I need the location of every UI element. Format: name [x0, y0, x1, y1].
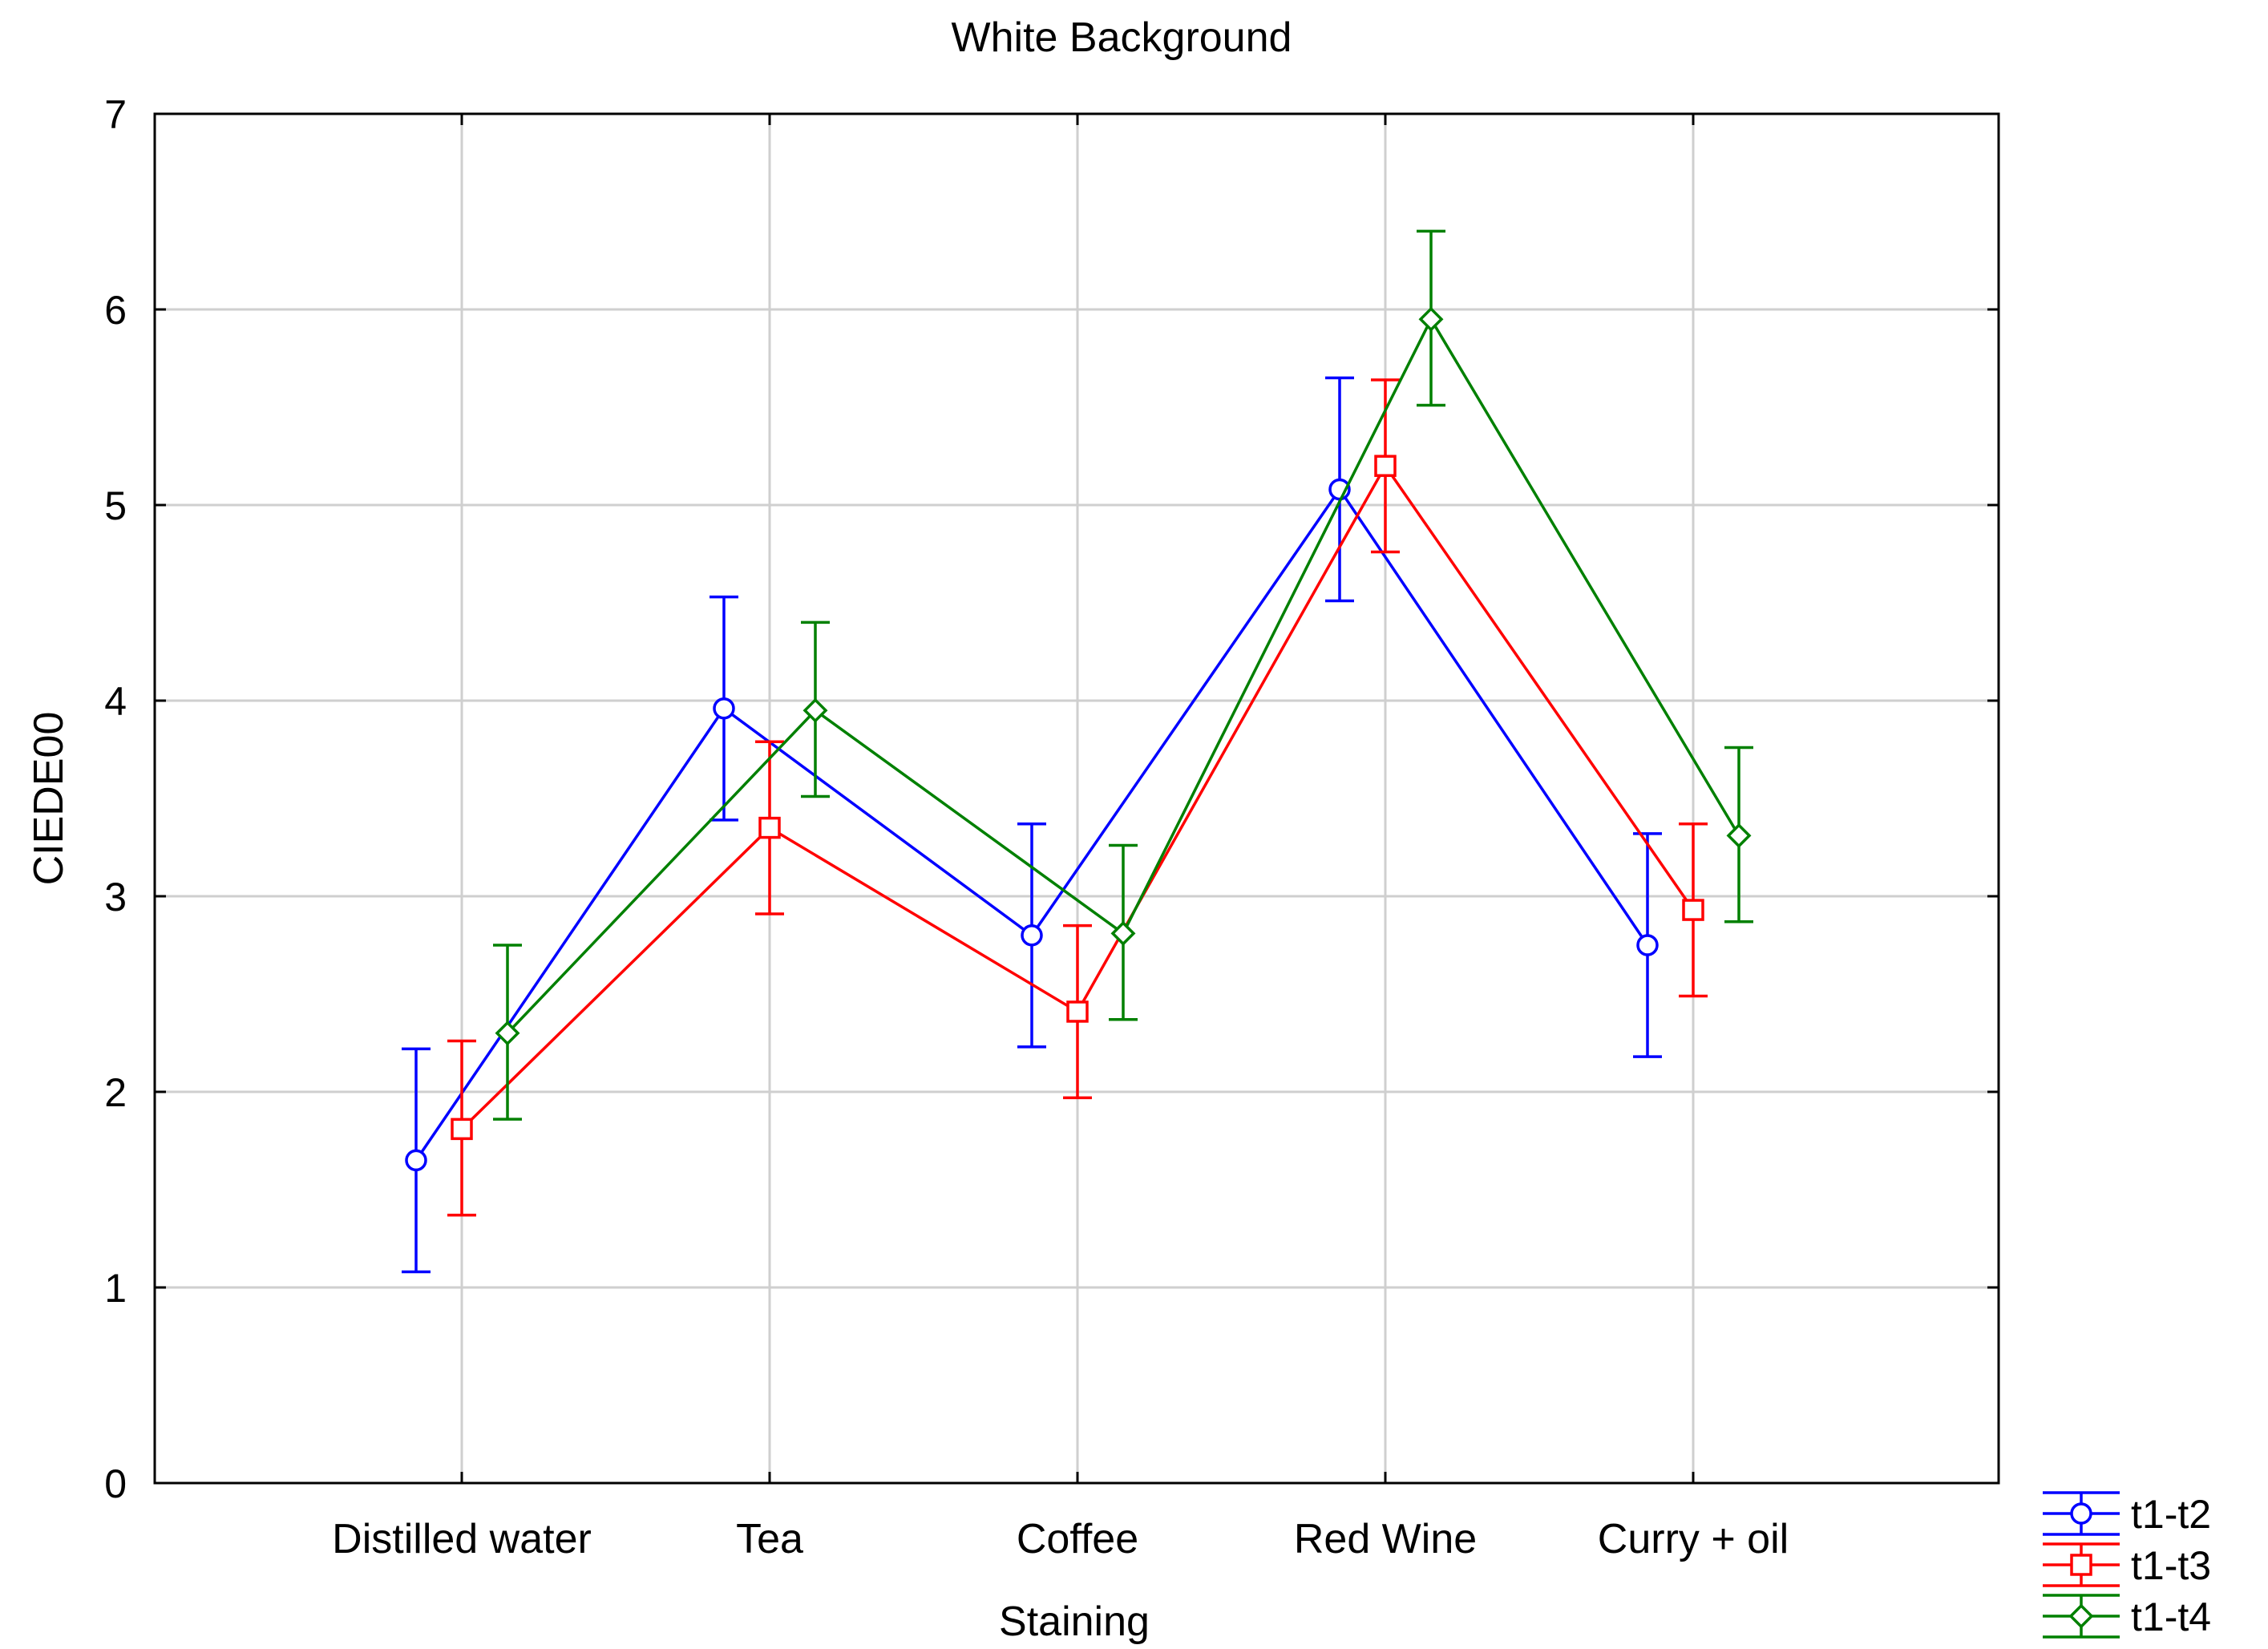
data-point	[1066, 1000, 1089, 1023]
x-tick-label: Tea	[736, 1516, 803, 1562]
legend-marker	[2070, 1554, 2092, 1576]
data-point	[451, 1118, 473, 1141]
data-point	[758, 816, 781, 839]
y-tick-label: 5	[104, 483, 127, 528]
y-tick-label: 1	[104, 1266, 127, 1311]
grid-lines	[155, 114, 1999, 1483]
legend-label: t1-t4	[2131, 1594, 2211, 1639]
y-tick-label: 3	[104, 875, 127, 919]
axis-ticks: 0 1 2 3 4 5 6 7 Distilled water Tea Coffee Red Wine…	[104, 92, 1999, 1562]
data-point	[1726, 822, 1752, 848]
x-tick-label: Coffee	[1017, 1516, 1138, 1562]
legend-label: t1-t3	[2131, 1543, 2211, 1588]
y-tick-label: 2	[104, 1070, 127, 1115]
data-point	[1110, 920, 1136, 946]
data-point	[405, 1149, 427, 1172]
legend-marker	[2070, 1502, 2092, 1525]
data-point	[1636, 934, 1659, 956]
series-layer	[402, 229, 1753, 1274]
y-tick-label: 4	[104, 679, 127, 724]
data-point	[495, 1021, 520, 1046]
legend-marker	[2068, 1603, 2094, 1629]
data-point	[1374, 455, 1397, 477]
chart-title: White Background	[952, 14, 1292, 61]
data-point	[802, 697, 828, 723]
y-tick-label: 7	[104, 92, 127, 137]
series-t1-t3	[447, 378, 1708, 1217]
data-point	[1682, 899, 1704, 921]
data-point	[1021, 924, 1043, 947]
x-tick-label: Curry + oil	[1598, 1516, 1789, 1562]
y-tick-label: 0	[104, 1461, 127, 1506]
x-tick-label: Distilled water	[332, 1516, 592, 1562]
x-axis-label: Staining	[999, 1598, 1150, 1645]
x-tick-label: Red Wine	[1294, 1516, 1477, 1562]
series-t1-t2	[402, 376, 1662, 1274]
legend: t1-t2 t1-t3 t1-t4	[2043, 1491, 2211, 1639]
data-point	[713, 697, 735, 720]
series-t1-t4	[493, 229, 1753, 1121]
y-axis-label: CIEDE00	[26, 712, 72, 886]
legend-label: t1-t2	[2131, 1492, 2211, 1537]
y-tick-label: 6	[104, 288, 127, 333]
data-point	[1418, 306, 1444, 332]
